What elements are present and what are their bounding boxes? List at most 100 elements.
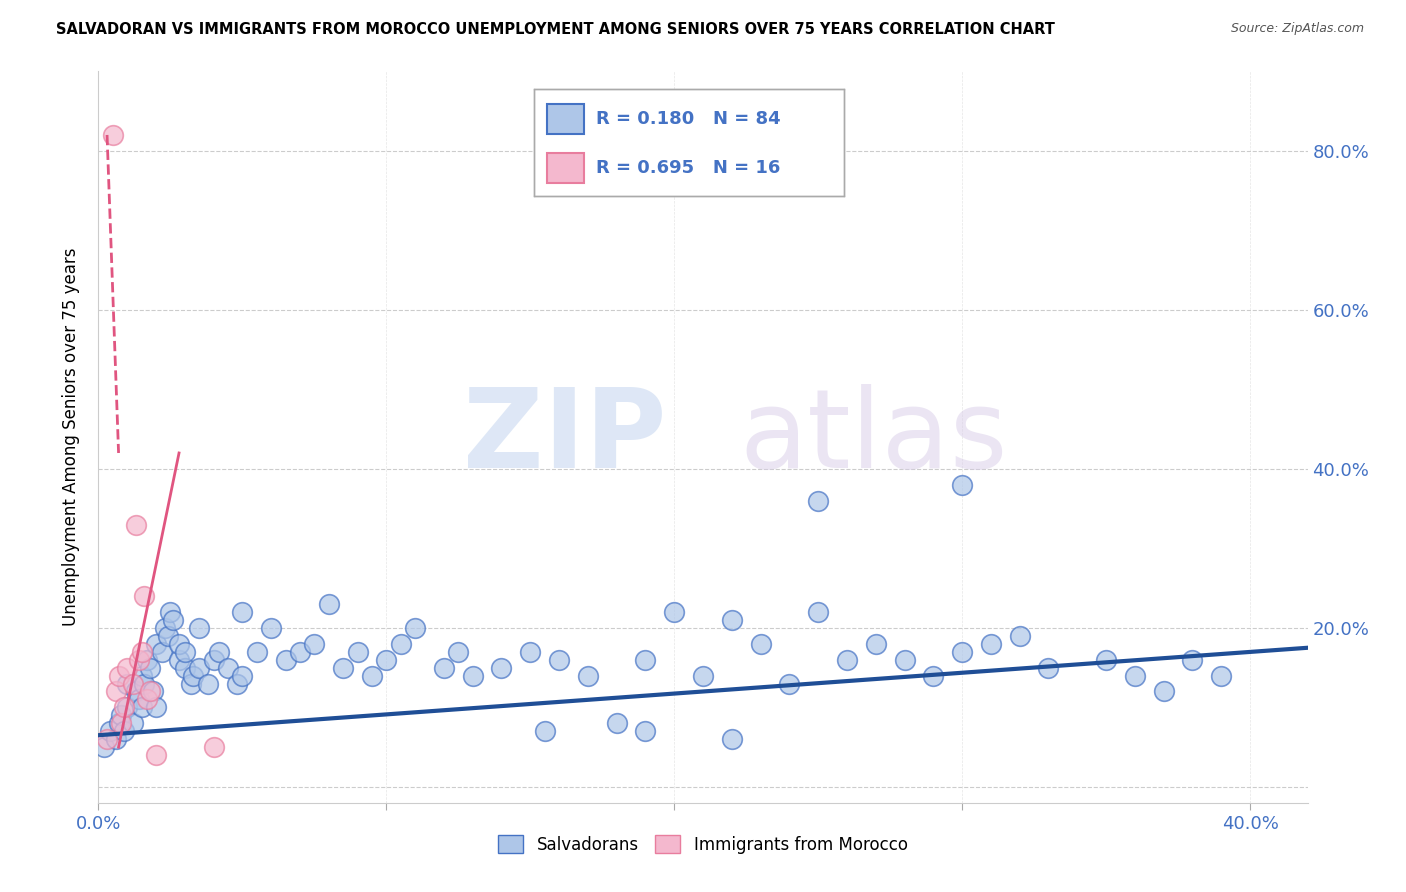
Point (183, 668, 205, 682)
Point (404, 621, 426, 635)
Point (950, 477, 973, 491)
Point (491, 660, 513, 674)
Text: R = 0.180   N = 84: R = 0.180 N = 84 (596, 111, 780, 128)
Point (128, 653, 150, 667)
Point (720, 732, 742, 747)
Point (112, 700, 135, 714)
Point (346, 645, 368, 659)
Text: atlas: atlas (740, 384, 1008, 491)
Point (115, 676, 138, 690)
Point (153, 621, 176, 635)
Point (664, 605, 686, 619)
Text: ZIP: ZIP (464, 384, 666, 491)
Legend: Salvadorans, Immigrants from Morocco: Salvadorans, Immigrants from Morocco (492, 829, 914, 860)
Point (104, 684, 127, 698)
Text: R = 0.695   N = 16: R = 0.695 N = 16 (596, 160, 780, 178)
Point (304, 637, 326, 651)
Point (131, 700, 153, 714)
Point (576, 668, 599, 682)
Point (548, 653, 571, 667)
Point (318, 597, 340, 611)
Point (107, 668, 129, 682)
Point (110, 716, 132, 731)
Point (606, 716, 628, 731)
Point (231, 605, 253, 619)
Point (156, 629, 179, 643)
Point (720, 613, 742, 627)
Point (447, 645, 470, 659)
Point (217, 660, 239, 674)
Point (134, 676, 156, 690)
Point (692, 668, 714, 682)
Point (208, 645, 231, 659)
Point (950, 645, 973, 659)
Point (110, 708, 132, 723)
Point (375, 653, 398, 667)
Point (162, 613, 184, 627)
Point (188, 660, 211, 674)
Point (136, 653, 159, 667)
Point (96, 732, 118, 747)
Point (260, 621, 283, 635)
Point (231, 668, 253, 682)
Point (807, 493, 830, 508)
FancyBboxPatch shape (547, 104, 583, 134)
Point (115, 700, 138, 714)
Point (246, 645, 269, 659)
Point (389, 637, 412, 651)
Point (136, 692, 159, 706)
Point (1038, 660, 1060, 674)
Point (865, 637, 887, 651)
Point (112, 724, 135, 739)
Point (167, 653, 190, 667)
Point (131, 668, 153, 682)
Point (128, 692, 150, 706)
Point (188, 621, 211, 635)
Point (274, 653, 297, 667)
Point (139, 684, 162, 698)
Point (98, 724, 121, 739)
Point (125, 684, 148, 698)
Point (288, 645, 311, 659)
Point (519, 645, 541, 659)
Point (835, 653, 858, 667)
Point (634, 653, 657, 667)
Point (922, 668, 945, 682)
Point (1123, 668, 1146, 682)
Point (145, 748, 167, 763)
Text: Source: ZipAtlas.com: Source: ZipAtlas.com (1230, 22, 1364, 36)
Point (142, 684, 165, 698)
Point (893, 653, 915, 667)
Point (145, 637, 167, 651)
Point (433, 660, 456, 674)
Text: SALVADORAN VS IMMIGRANTS FROM MOROCCO UNEMPLOYMENT AMONG SENIORS OVER 75 YEARS C: SALVADORAN VS IMMIGRANTS FROM MOROCCO UN… (56, 22, 1054, 37)
Point (104, 732, 127, 747)
Point (1095, 653, 1118, 667)
Point (101, 128, 124, 142)
Point (361, 668, 384, 682)
Point (139, 660, 162, 674)
Point (634, 724, 657, 739)
Point (980, 637, 1002, 651)
FancyBboxPatch shape (547, 153, 583, 184)
Point (1211, 668, 1233, 682)
Point (749, 637, 772, 651)
Point (225, 676, 247, 690)
Point (145, 700, 167, 714)
Point (173, 660, 195, 674)
Y-axis label: Unemployment Among Seniors over 75 years: Unemployment Among Seniors over 75 years (62, 248, 80, 626)
Point (115, 660, 138, 674)
Point (1181, 653, 1204, 667)
Point (1008, 629, 1031, 643)
Point (533, 724, 555, 739)
Point (778, 676, 800, 690)
Point (180, 676, 202, 690)
Point (150, 645, 173, 659)
Point (159, 605, 181, 619)
Point (134, 589, 156, 603)
Point (173, 645, 195, 659)
Point (122, 676, 145, 690)
Point (107, 716, 129, 731)
Point (202, 740, 225, 755)
Point (131, 645, 153, 659)
